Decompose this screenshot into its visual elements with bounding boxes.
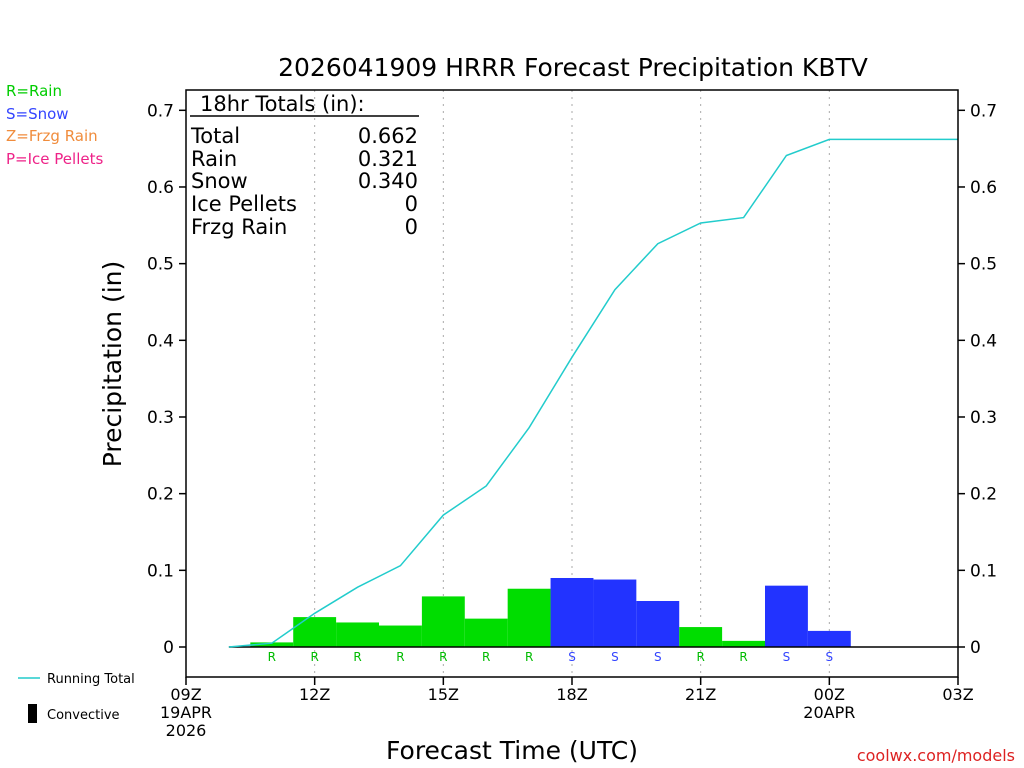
precip-bar-12 [722, 640, 765, 647]
x-tick-label: 18Z [556, 685, 587, 704]
type-marker: S [654, 650, 662, 664]
y-tick-label-right: 0.6 [970, 178, 997, 198]
y-tick-label-right: 0.1 [970, 561, 997, 581]
x-tick-label: 20APR [803, 703, 855, 722]
convective-swatch [28, 704, 37, 723]
x-tick-label: 09Z [170, 685, 201, 704]
type-marker: R [353, 650, 361, 664]
precip-bar-3 [336, 622, 379, 647]
x-tick-label: 21Z [685, 685, 716, 704]
y-tick-label-right: 0.5 [970, 255, 997, 275]
x-tick-label: 00Z [814, 685, 845, 704]
legend-frzg-rain: Z=Frzg Rain [6, 127, 98, 145]
x-tick-label: 12Z [299, 685, 330, 704]
y-tick-label-right: 0.4 [970, 331, 997, 351]
totals-label-frzg-rain: Frzg Rain [191, 215, 287, 239]
type-marker: R [696, 650, 704, 664]
precip-bar-14 [807, 630, 851, 647]
running-total-legend-label: Running Total [47, 672, 135, 687]
chart-title: 2026041909 HRRR Forecast Precipitation K… [278, 53, 868, 82]
totals-heading: 18hr Totals (in): [200, 92, 365, 116]
totals-label-rain: Rain [191, 147, 237, 171]
precip-bar-2 [293, 617, 337, 647]
totals-value-ice-pellets: 0 [405, 192, 418, 216]
precip-bar-8 [550, 577, 594, 647]
type-marker: R [396, 650, 404, 664]
type-marker: R [525, 650, 533, 664]
type-marker: S [826, 650, 834, 664]
y-tick-label-left: 0.6 [147, 178, 174, 198]
precip-bar-7 [507, 588, 551, 647]
totals-label-ice-pellets: Ice Pellets [191, 192, 297, 216]
precip-type-legend: R=Rain S=Snow Z=Frzg Rain P=Ice Pellets [6, 82, 103, 168]
totals-value-frzg-rain: 0 [405, 215, 418, 239]
precip-bar-4 [379, 625, 422, 647]
x-axis-label: Forecast Time (UTC) [386, 736, 638, 765]
x-tick-label: 03Z [942, 685, 973, 704]
type-marker: S [568, 650, 576, 664]
type-marker: R [439, 650, 447, 664]
x-tick-label: 15Z [428, 685, 459, 704]
totals-box: 18hr Totals (in): Total 0.662 Rain 0.321… [190, 92, 419, 239]
x-tick-label: 2026 [166, 721, 207, 740]
y-tick-label-left: 0.2 [147, 485, 174, 505]
totals-label-snow: Snow [191, 169, 248, 193]
totals-value-snow: 0.340 [358, 169, 418, 193]
precip-bar-11 [679, 627, 723, 647]
y-tick-label-left: 0.1 [147, 561, 174, 581]
precip-bar-10 [636, 600, 680, 647]
totals-value-total: 0.662 [358, 124, 418, 148]
type-marker: R [739, 650, 747, 664]
totals-label-total: Total [190, 124, 240, 148]
precip-bar-6 [464, 618, 508, 647]
precip-bar-13 [765, 585, 808, 647]
type-marker: S [611, 650, 619, 664]
precip-bar-9 [593, 579, 637, 647]
legend-rain: R=Rain [6, 82, 62, 100]
precip-bar-1 [250, 642, 294, 647]
y-tick-label-left: 0.4 [147, 331, 174, 351]
precip-bar-5 [421, 596, 465, 647]
type-marker: S [783, 650, 791, 664]
totals-value-rain: 0.321 [358, 147, 418, 171]
y-tick-label-left: 0.7 [147, 101, 174, 121]
series-legend: Running Total Convective [18, 672, 135, 723]
credit-text: coolwx.com/models [857, 746, 1015, 765]
x-tick-label: 19APR [160, 703, 212, 722]
y-axis-label: Precipitation (in) [98, 261, 127, 468]
y-tick-label-right: 0.2 [970, 485, 997, 505]
y-tick-label-right: 0 [970, 638, 981, 658]
y-tick-label-left: 0.3 [147, 408, 174, 428]
y-tick-label-right: 0.7 [970, 101, 997, 121]
type-marker: R [268, 650, 276, 664]
legend-snow: S=Snow [6, 105, 69, 123]
running-total-line [228, 138, 958, 648]
running-total-polyline [228, 138, 958, 648]
type-marker: R [310, 650, 318, 664]
legend-ice-pellets: P=Ice Pellets [6, 150, 103, 168]
precip-bars [250, 577, 851, 647]
y-tick-label-right: 0.3 [970, 408, 997, 428]
type-marker: R [482, 650, 490, 664]
convective-legend-label: Convective [47, 708, 120, 723]
axes: 0 00.1 0.10.2 0.20.3 0.30.4 0.40.5 0.50.6 0.60.… [147, 101, 997, 740]
y-tick-label-left: 0 [163, 638, 174, 658]
y-tick-label-left: 0.5 [147, 255, 174, 275]
